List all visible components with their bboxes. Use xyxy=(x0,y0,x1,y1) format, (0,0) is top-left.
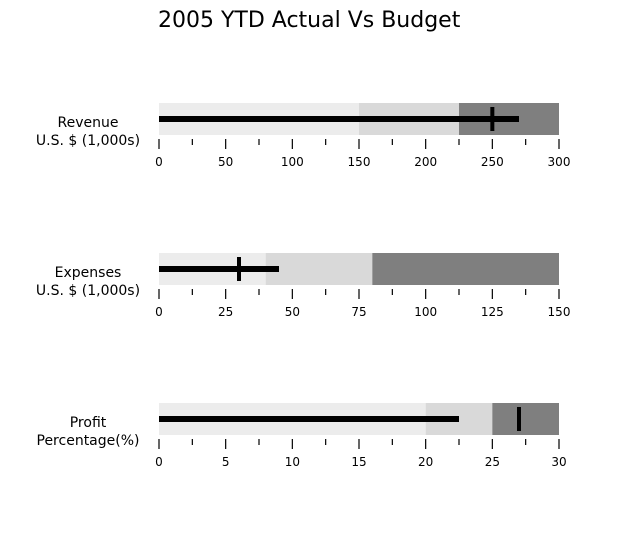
tick-label: 30 xyxy=(551,455,566,469)
range-band xyxy=(372,253,559,285)
tick-label: 100 xyxy=(414,305,437,319)
tick-label: 0 xyxy=(155,155,163,169)
tick-label: 200 xyxy=(414,155,437,169)
tick-label: 250 xyxy=(481,155,504,169)
row-label: Profit xyxy=(70,415,107,431)
range-band xyxy=(492,403,559,435)
tick-label: 10 xyxy=(285,455,300,469)
value-bar xyxy=(159,266,279,272)
row-label: U.S. $ (1,000s) xyxy=(36,133,140,149)
tick-label: 50 xyxy=(285,305,300,319)
target-marker xyxy=(237,257,241,281)
row-label: Expenses xyxy=(55,265,122,281)
chart-title: 2005 YTD Actual Vs Budget xyxy=(158,8,461,33)
target-marker xyxy=(490,107,495,131)
range-band xyxy=(265,253,373,285)
tick-label: 100 xyxy=(281,155,304,169)
tick-label: 15 xyxy=(351,455,366,469)
tick-label: 5 xyxy=(222,455,230,469)
value-bar xyxy=(159,416,459,422)
tick-label: 0 xyxy=(155,455,163,469)
tick-label: 25 xyxy=(485,455,500,469)
tick-label: 25 xyxy=(218,305,233,319)
tick-label: 150 xyxy=(348,155,371,169)
tick-label: 0 xyxy=(155,305,163,319)
row-label: U.S. $ (1,000s) xyxy=(36,283,140,299)
tick-label: 75 xyxy=(351,305,366,319)
target-marker xyxy=(517,407,521,431)
row-label: Revenue xyxy=(58,115,119,131)
row-label: Percentage(%) xyxy=(37,433,140,449)
tick-label: 50 xyxy=(218,155,233,169)
tick-label: 150 xyxy=(548,305,571,319)
tick-label: 125 xyxy=(481,305,504,319)
value-bar xyxy=(159,116,519,122)
tick-label: 300 xyxy=(548,155,571,169)
tick-label: 20 xyxy=(418,455,433,469)
